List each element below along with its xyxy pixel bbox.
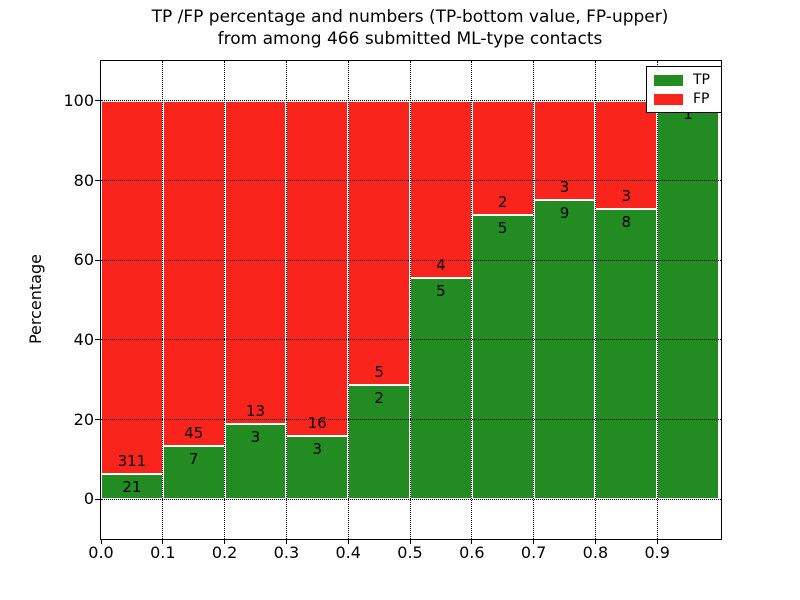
gridline-horizontal: [101, 259, 721, 261]
gridline-horizontal: [101, 339, 721, 341]
x-tick-label: 0.1: [150, 543, 176, 562]
x-tick-mark: [409, 539, 411, 544]
x-tick-label: 0.3: [273, 543, 300, 562]
x-tick-mark: [100, 539, 102, 544]
legend-row: FP: [654, 91, 714, 107]
bar-segment-tp: [595, 209, 658, 500]
bar-segment-fp: [101, 100, 163, 474]
gridline-vertical: [656, 61, 658, 539]
bar-segment-tp: [657, 100, 720, 500]
bar-segment-fp: [162, 100, 225, 446]
x-tick-label: 0.4: [335, 543, 361, 562]
y-tick-mark: [94, 100, 100, 102]
x-tick-label: 0.5: [397, 543, 423, 562]
x-tick-mark: [533, 539, 535, 544]
bar-label-fp: 2: [497, 192, 508, 211]
chart-title-line1: TP /FP percentage and numbers (TP-bottom…: [151, 7, 669, 27]
y-tick-label: 100: [63, 90, 94, 110]
bar-label-tp: 2: [374, 389, 384, 408]
x-tick-label: 0.9: [644, 543, 670, 562]
bar-label-tp: 8: [621, 213, 632, 232]
legend-swatch-tp: [654, 74, 683, 86]
y-tick-label: 0: [83, 489, 94, 509]
bar-label-fp: 5: [374, 363, 384, 382]
x-tick-label: 0.6: [459, 543, 485, 562]
bar-segment-tp: [410, 277, 472, 500]
x-tick-label: 0.2: [211, 543, 238, 562]
bar-label-tp: 5: [497, 218, 508, 237]
gridline-vertical: [224, 61, 226, 539]
bar-label-tp: 3: [250, 428, 261, 447]
x-tick-mark: [471, 539, 473, 544]
chart-title: TP /FP percentage and numbers (TP-bottom…: [100, 6, 720, 50]
bar-segment-tp: [162, 445, 225, 500]
legend-row: TP: [654, 72, 714, 88]
bar-label-fp: 3: [559, 178, 570, 197]
gridline-vertical: [162, 61, 164, 539]
gridline-vertical: [285, 61, 287, 539]
x-tick-mark: [285, 539, 287, 544]
bar-segment-tp: [533, 200, 596, 500]
x-tick-label: 0.8: [582, 543, 609, 562]
gridline-vertical: [409, 61, 411, 539]
bar-segment-tp: [471, 214, 534, 500]
bar-label-fp: 13: [245, 402, 266, 421]
x-tick-mark: [162, 539, 164, 544]
gridline-vertical: [533, 61, 535, 539]
y-axis-label: Percentage: [26, 254, 45, 345]
x-tick-mark: [347, 539, 349, 544]
bar-label-tp: 3: [312, 440, 323, 459]
legend-label: TP: [693, 72, 710, 88]
bar-label-tp: 5: [436, 281, 446, 300]
gridline-horizontal: [101, 498, 721, 500]
gridline-horizontal: [101, 100, 721, 102]
bar-label-fp: 3: [621, 187, 632, 206]
y-tick-mark: [94, 259, 100, 261]
x-tick-mark: [656, 539, 658, 544]
x-tick-mark: [224, 539, 226, 544]
y-tick-label: 20: [73, 409, 94, 429]
bar-label-tp: 9: [559, 204, 570, 223]
y-tick-mark: [94, 498, 100, 500]
gridline-vertical: [471, 61, 473, 539]
y-tick-mark: [94, 419, 100, 420]
y-tick-mark: [94, 339, 100, 341]
y-tick-mark: [94, 180, 100, 181]
bar-segment-fp: [286, 100, 349, 437]
x-tick-mark: [594, 539, 596, 544]
chart-title-line2: from among 466 submitted ML-type contact…: [217, 29, 603, 49]
bar-label-fp: 311: [117, 451, 147, 470]
bar-label-tp: 1: [683, 104, 693, 123]
bar-label-tp: 7: [188, 449, 199, 468]
x-tick-label: 0.7: [520, 543, 547, 562]
bar-label-fp: 16: [307, 414, 327, 433]
bar-label-tp: 21: [122, 477, 142, 496]
gridline-vertical: [347, 61, 349, 539]
bar-segment-fp: [224, 100, 287, 425]
legend-swatch-fp: [654, 93, 683, 105]
y-tick-label: 80: [73, 170, 94, 190]
gridline-horizontal: [101, 419, 721, 420]
gridline-horizontal: [101, 180, 721, 181]
bar-label-fp: 4: [436, 255, 446, 274]
legend: TP FP: [646, 66, 722, 113]
y-tick-label: 60: [73, 250, 94, 270]
x-tick-label: 0.0: [88, 543, 114, 562]
bar-segment-fp: [410, 100, 472, 278]
gridline-vertical: [594, 61, 596, 539]
y-tick-label: 40: [73, 329, 94, 349]
bar-segment-tp: [101, 473, 163, 500]
bar-segment-fp: [348, 100, 410, 386]
legend-label: FP: [693, 91, 710, 107]
plot-area: Predicted probability 311214571331635245…: [63, 60, 722, 562]
bar-label-fp: 45: [184, 423, 204, 442]
